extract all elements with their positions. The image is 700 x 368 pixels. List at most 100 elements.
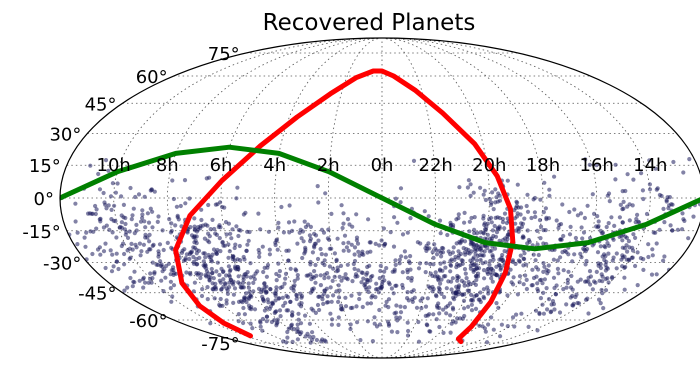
- planet-point: [170, 178, 175, 183]
- planet-point: [108, 194, 114, 199]
- planet-point: [405, 290, 410, 295]
- planet-point: [209, 266, 214, 272]
- planet-point: [521, 234, 526, 239]
- planet-point: [586, 311, 591, 316]
- planet-point: [221, 277, 226, 282]
- planet-point: [285, 335, 290, 340]
- planet-point: [98, 252, 103, 257]
- planet-point: [400, 232, 406, 237]
- planet-point: [208, 321, 213, 326]
- planet-point: [697, 202, 700, 207]
- planet-point: [437, 218, 443, 223]
- planet-point: [566, 269, 571, 274]
- planet-point: [102, 200, 107, 205]
- planet-point: [232, 245, 237, 251]
- planet-point: [519, 224, 525, 229]
- planet-point: [574, 292, 579, 297]
- planet-point: [199, 293, 205, 299]
- planet-point: [478, 257, 483, 263]
- planet-point: [373, 241, 378, 246]
- planet-point: [483, 197, 488, 203]
- planet-point: [397, 257, 402, 262]
- planet-point: [437, 311, 442, 316]
- planet-point: [657, 192, 663, 198]
- planet-point: [342, 233, 348, 238]
- planet-point: [225, 288, 230, 293]
- planet-point: [517, 274, 523, 279]
- planet-point: [605, 266, 610, 271]
- planet-point: [646, 254, 651, 260]
- planet-point: [510, 282, 516, 287]
- planet-point: [654, 241, 659, 246]
- planet-point: [337, 274, 342, 279]
- planet-point: [316, 238, 321, 243]
- planet-point: [327, 264, 332, 269]
- planet-point: [328, 311, 333, 316]
- planet-point: [251, 289, 256, 294]
- planet-point: [214, 269, 219, 274]
- planet-point: [191, 254, 196, 260]
- planet-point: [387, 282, 392, 287]
- planet-point: [594, 269, 599, 274]
- planet-point: [412, 295, 417, 300]
- planet-point: [357, 253, 362, 258]
- planet-point: [480, 253, 485, 258]
- planet-point: [258, 319, 263, 324]
- planet-point: [295, 337, 300, 342]
- planet-point: [290, 310, 295, 315]
- planet-point: [515, 200, 520, 205]
- planet-point: [112, 203, 117, 208]
- planet-point: [296, 317, 301, 322]
- planet-point: [614, 266, 619, 271]
- planet-point: [641, 267, 646, 272]
- planet-point: [215, 247, 220, 253]
- planet-point: [458, 251, 463, 257]
- planet-point: [128, 185, 133, 191]
- planet-point: [343, 272, 348, 277]
- planet-point: [408, 216, 413, 221]
- planet-point: [236, 299, 242, 304]
- planet-point: [350, 224, 355, 229]
- planet-point: [587, 269, 593, 274]
- planet-point: [450, 276, 455, 281]
- planet-point: [360, 304, 365, 310]
- planet-point: [341, 248, 346, 253]
- planet-point: [339, 278, 344, 283]
- planet-point: [150, 243, 155, 248]
- planet-point: [128, 275, 133, 281]
- planet-point: [488, 236, 493, 241]
- planet-point: [662, 254, 667, 259]
- planet-point: [426, 241, 431, 246]
- lon-grid-line: [381, 37, 651, 359]
- planet-point: [588, 274, 594, 279]
- lon-tick-label: 8h: [156, 155, 179, 176]
- planet-point: [518, 253, 523, 258]
- planet-point: [541, 241, 546, 246]
- planet-point: [240, 280, 246, 285]
- planet-point: [239, 285, 244, 290]
- planet-point: [386, 323, 392, 328]
- planet-point: [98, 216, 103, 221]
- planet-point: [636, 219, 641, 224]
- planet-point: [564, 302, 569, 307]
- planet-point: [245, 242, 250, 247]
- planet-point: [367, 263, 372, 268]
- planet-point: [266, 229, 271, 234]
- planet-point: [460, 316, 465, 321]
- planet-point: [448, 313, 453, 318]
- planet-point: [284, 293, 289, 298]
- planet-point: [610, 275, 615, 280]
- planet-point: [225, 291, 230, 296]
- planet-point: [203, 263, 208, 268]
- planet-point: [590, 243, 595, 248]
- planet-point: [150, 276, 155, 281]
- planet-point: [513, 205, 519, 211]
- planet-point: [164, 263, 169, 269]
- planet-point: [310, 287, 315, 292]
- planet-point: [292, 219, 297, 224]
- planet-point: [649, 272, 655, 277]
- planet-point: [106, 203, 111, 208]
- planet-point: [183, 201, 188, 206]
- planet-point: [273, 293, 278, 298]
- planet-point: [622, 287, 627, 292]
